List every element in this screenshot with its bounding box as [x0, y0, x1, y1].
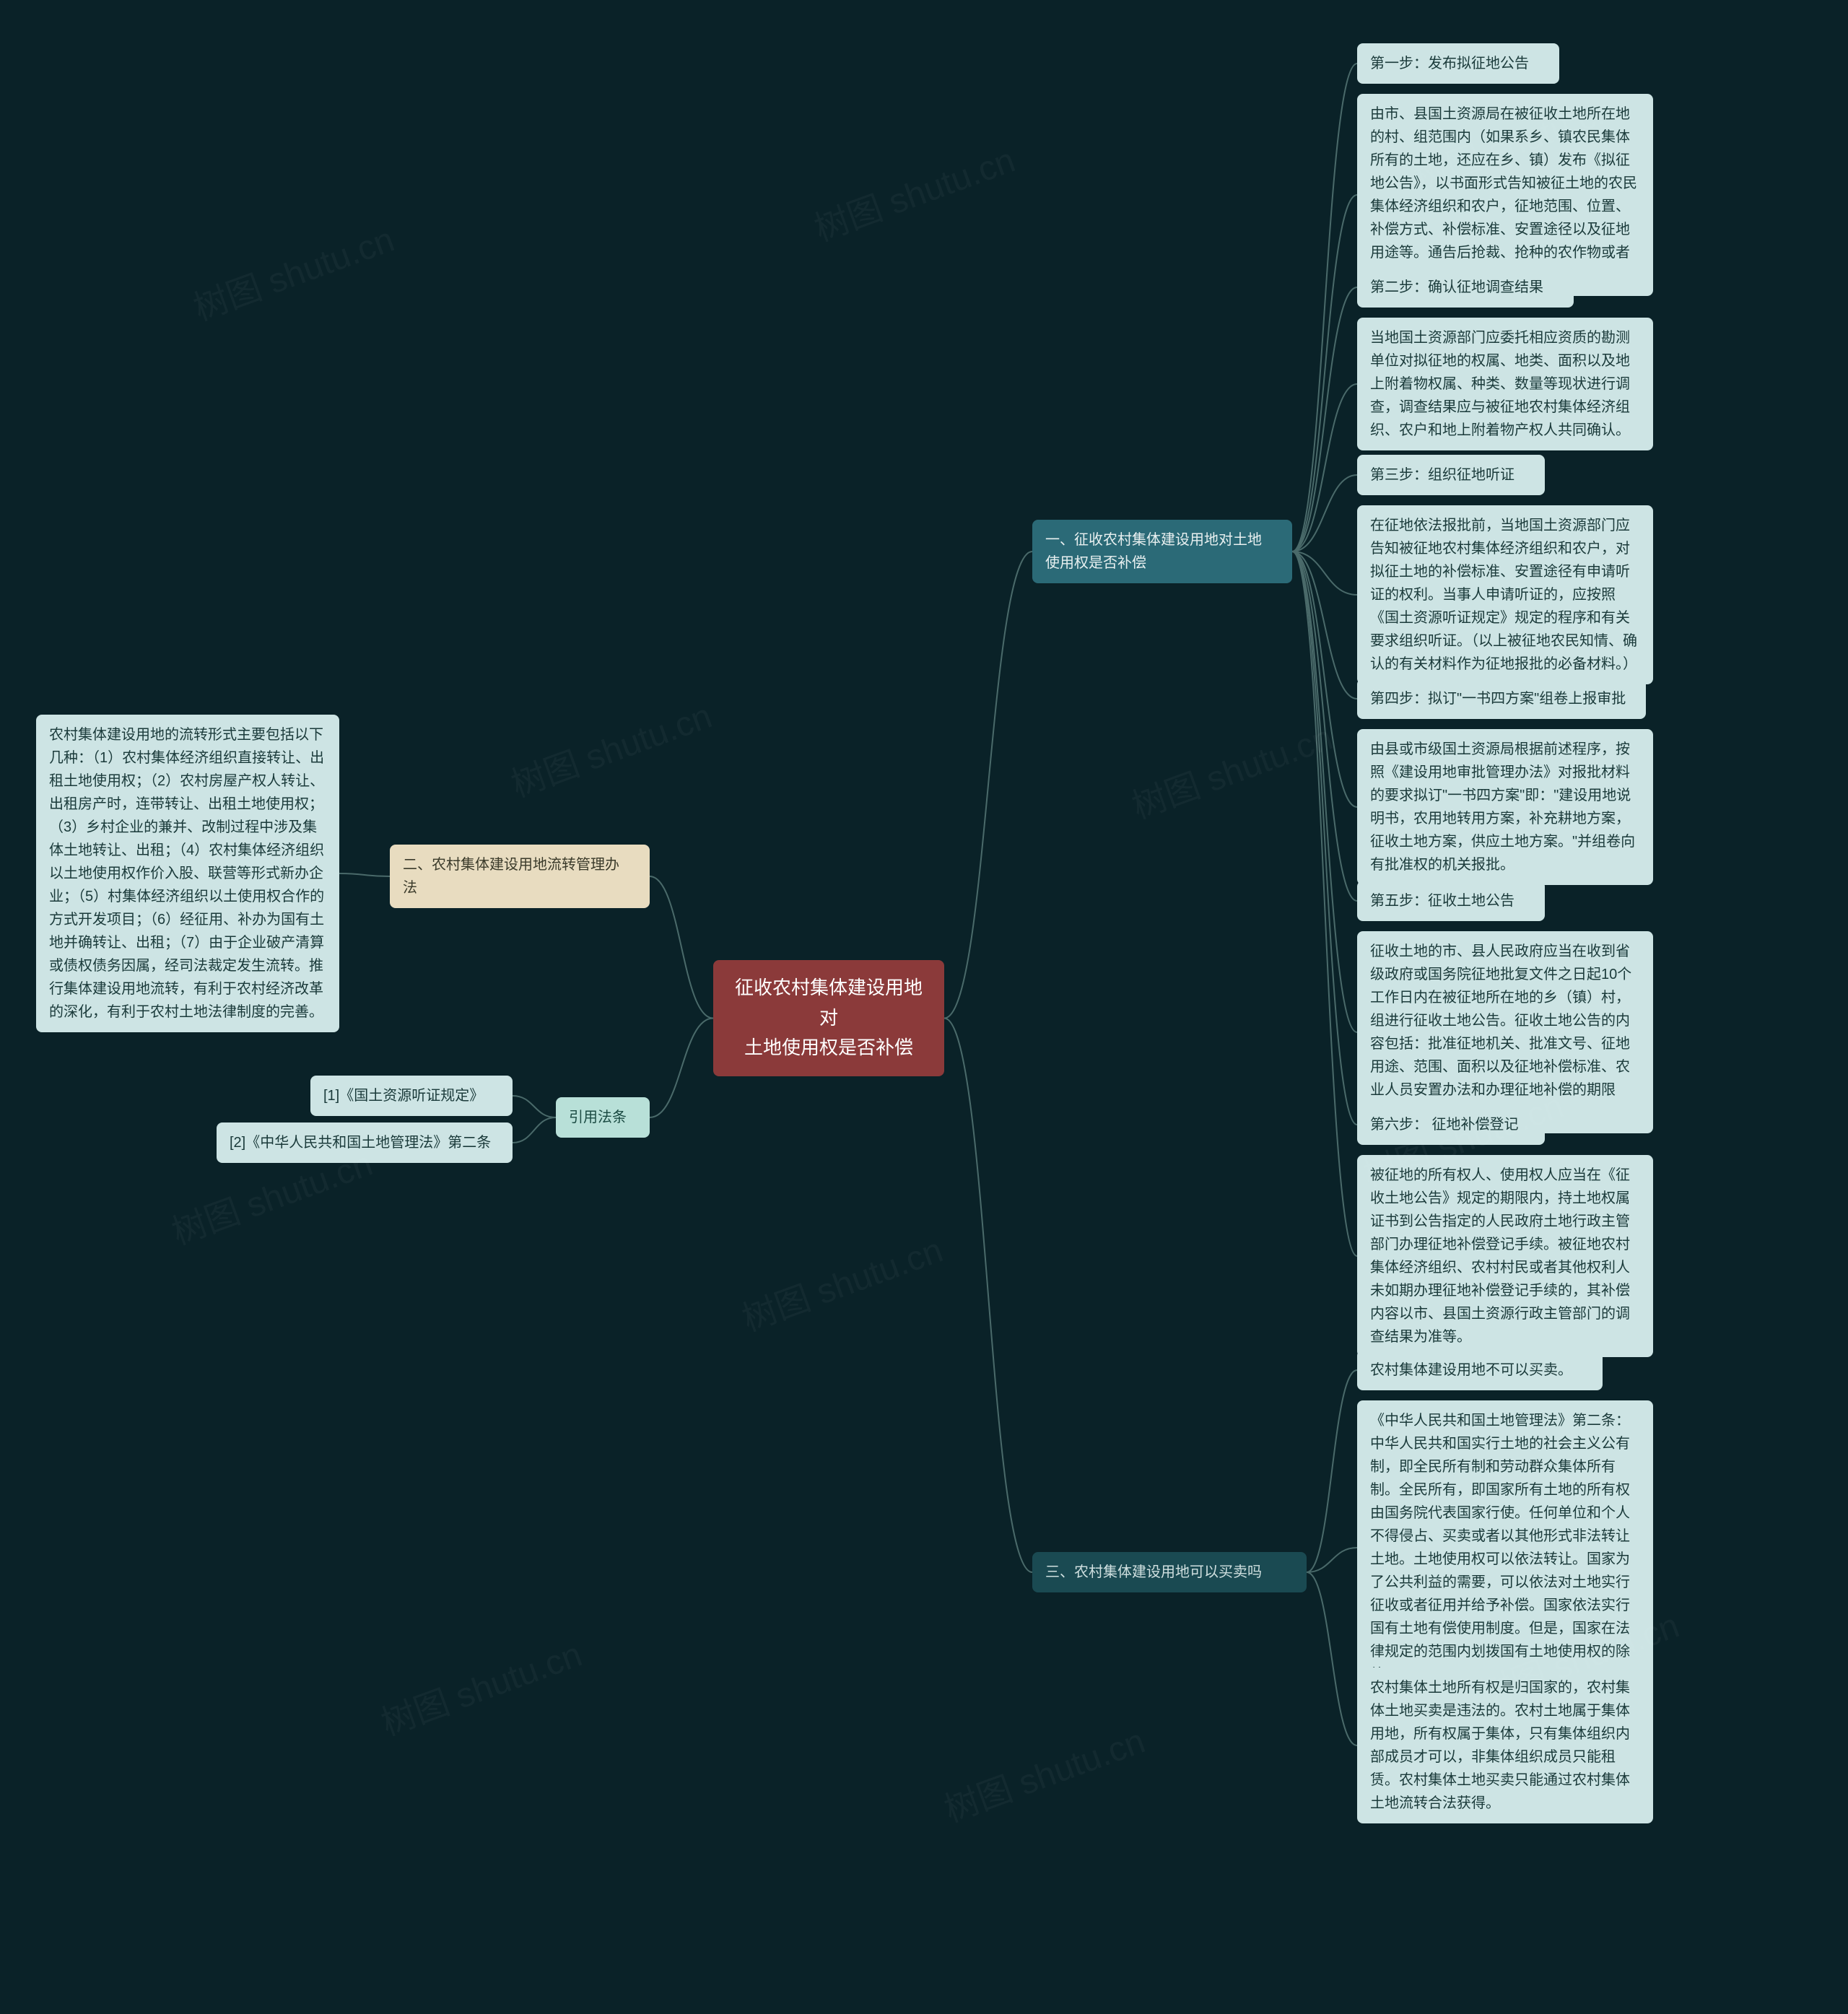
- node-c1[interactable]: [1]《国土资源听证规定》: [310, 1076, 513, 1116]
- node-s1e2[interactable]: 征收土地的市、县人民政府应当在收到省级政府或国务院征地批复文件之日起10个工作日…: [1357, 931, 1653, 1133]
- node-s1d2[interactable]: 由县或市级国土资源局根据前述程序，按照《建设用地审批管理办法》对报批材料的要求拟…: [1357, 729, 1653, 885]
- node-s1f[interactable]: 第六步： 征地补偿登记: [1357, 1104, 1545, 1145]
- node-cite[interactable]: 引用法条: [556, 1097, 650, 1138]
- node-root[interactable]: 征收农村集体建设用地对土地使用权是否补偿: [713, 960, 944, 1076]
- node-s1f2[interactable]: 被征地的所有权人、使用权人应当在《征收土地公告》规定的期限内，持土地权属证书到公…: [1357, 1155, 1653, 1357]
- node-s1c2[interactable]: 在征地依法报批前，当地国土资源部门应告知被征地农村集体经济组织和农户，对拟征土地…: [1357, 505, 1653, 684]
- node-s1d[interactable]: 第四步：拟订"一书四方案"组卷上报审批: [1357, 679, 1646, 719]
- watermark: 树图 shutu.cn: [373, 1626, 588, 1745]
- watermark: 树图 shutu.cn: [1124, 709, 1338, 828]
- node-s1b2[interactable]: 当地国土资源部门应委托相应资质的勘测单位对拟征地的权属、地类、面积以及地上附着物…: [1357, 318, 1653, 450]
- watermark: 树图 shutu.cn: [806, 131, 1021, 250]
- watermark: 树图 shutu.cn: [186, 211, 400, 330]
- node-s3b[interactable]: 《中华人民共和国土地管理法》第二条：中华人民共和国实行土地的社会主义公有制，即全…: [1357, 1400, 1653, 1695]
- watermark: 树图 shutu.cn: [734, 1221, 949, 1341]
- node-s1b[interactable]: 第二步：确认征地调查结果: [1357, 267, 1574, 308]
- node-s1a2[interactable]: 由市、县国土资源局在被征收土地所在地的村、组范围内（如果系乡、镇农民集体所有的土…: [1357, 94, 1653, 296]
- node-s1c[interactable]: 第三步：组织征地听证: [1357, 455, 1545, 495]
- node-s1[interactable]: 一、征收农村集体建设用地对土地使用权是否补偿: [1032, 520, 1292, 583]
- node-c2[interactable]: [2]《中华人民共和国土地管理法》第二条: [217, 1122, 513, 1163]
- node-s3a[interactable]: 农村集体建设用地不可以买卖。: [1357, 1350, 1603, 1390]
- watermark: 树图 shutu.cn: [503, 687, 718, 806]
- node-s3[interactable]: 三、农村集体建设用地可以买卖吗: [1032, 1552, 1307, 1592]
- node-s1a[interactable]: 第一步：发布拟征地公告: [1357, 43, 1559, 84]
- node-s2a[interactable]: 农村集体建设用地的流转形式主要包括以下几种：（1）农村集体经济组织直接转让、出租…: [36, 715, 339, 1032]
- node-s1e[interactable]: 第五步：征收土地公告: [1357, 881, 1545, 921]
- node-s2[interactable]: 二、农村集体建设用地流转管理办法: [390, 845, 650, 908]
- watermark: 树图 shutu.cn: [936, 1712, 1151, 1831]
- node-s3c[interactable]: 农村集体土地所有权是归国家的，农村集体土地买卖是违法的。农村土地属于集体用地，所…: [1357, 1668, 1653, 1823]
